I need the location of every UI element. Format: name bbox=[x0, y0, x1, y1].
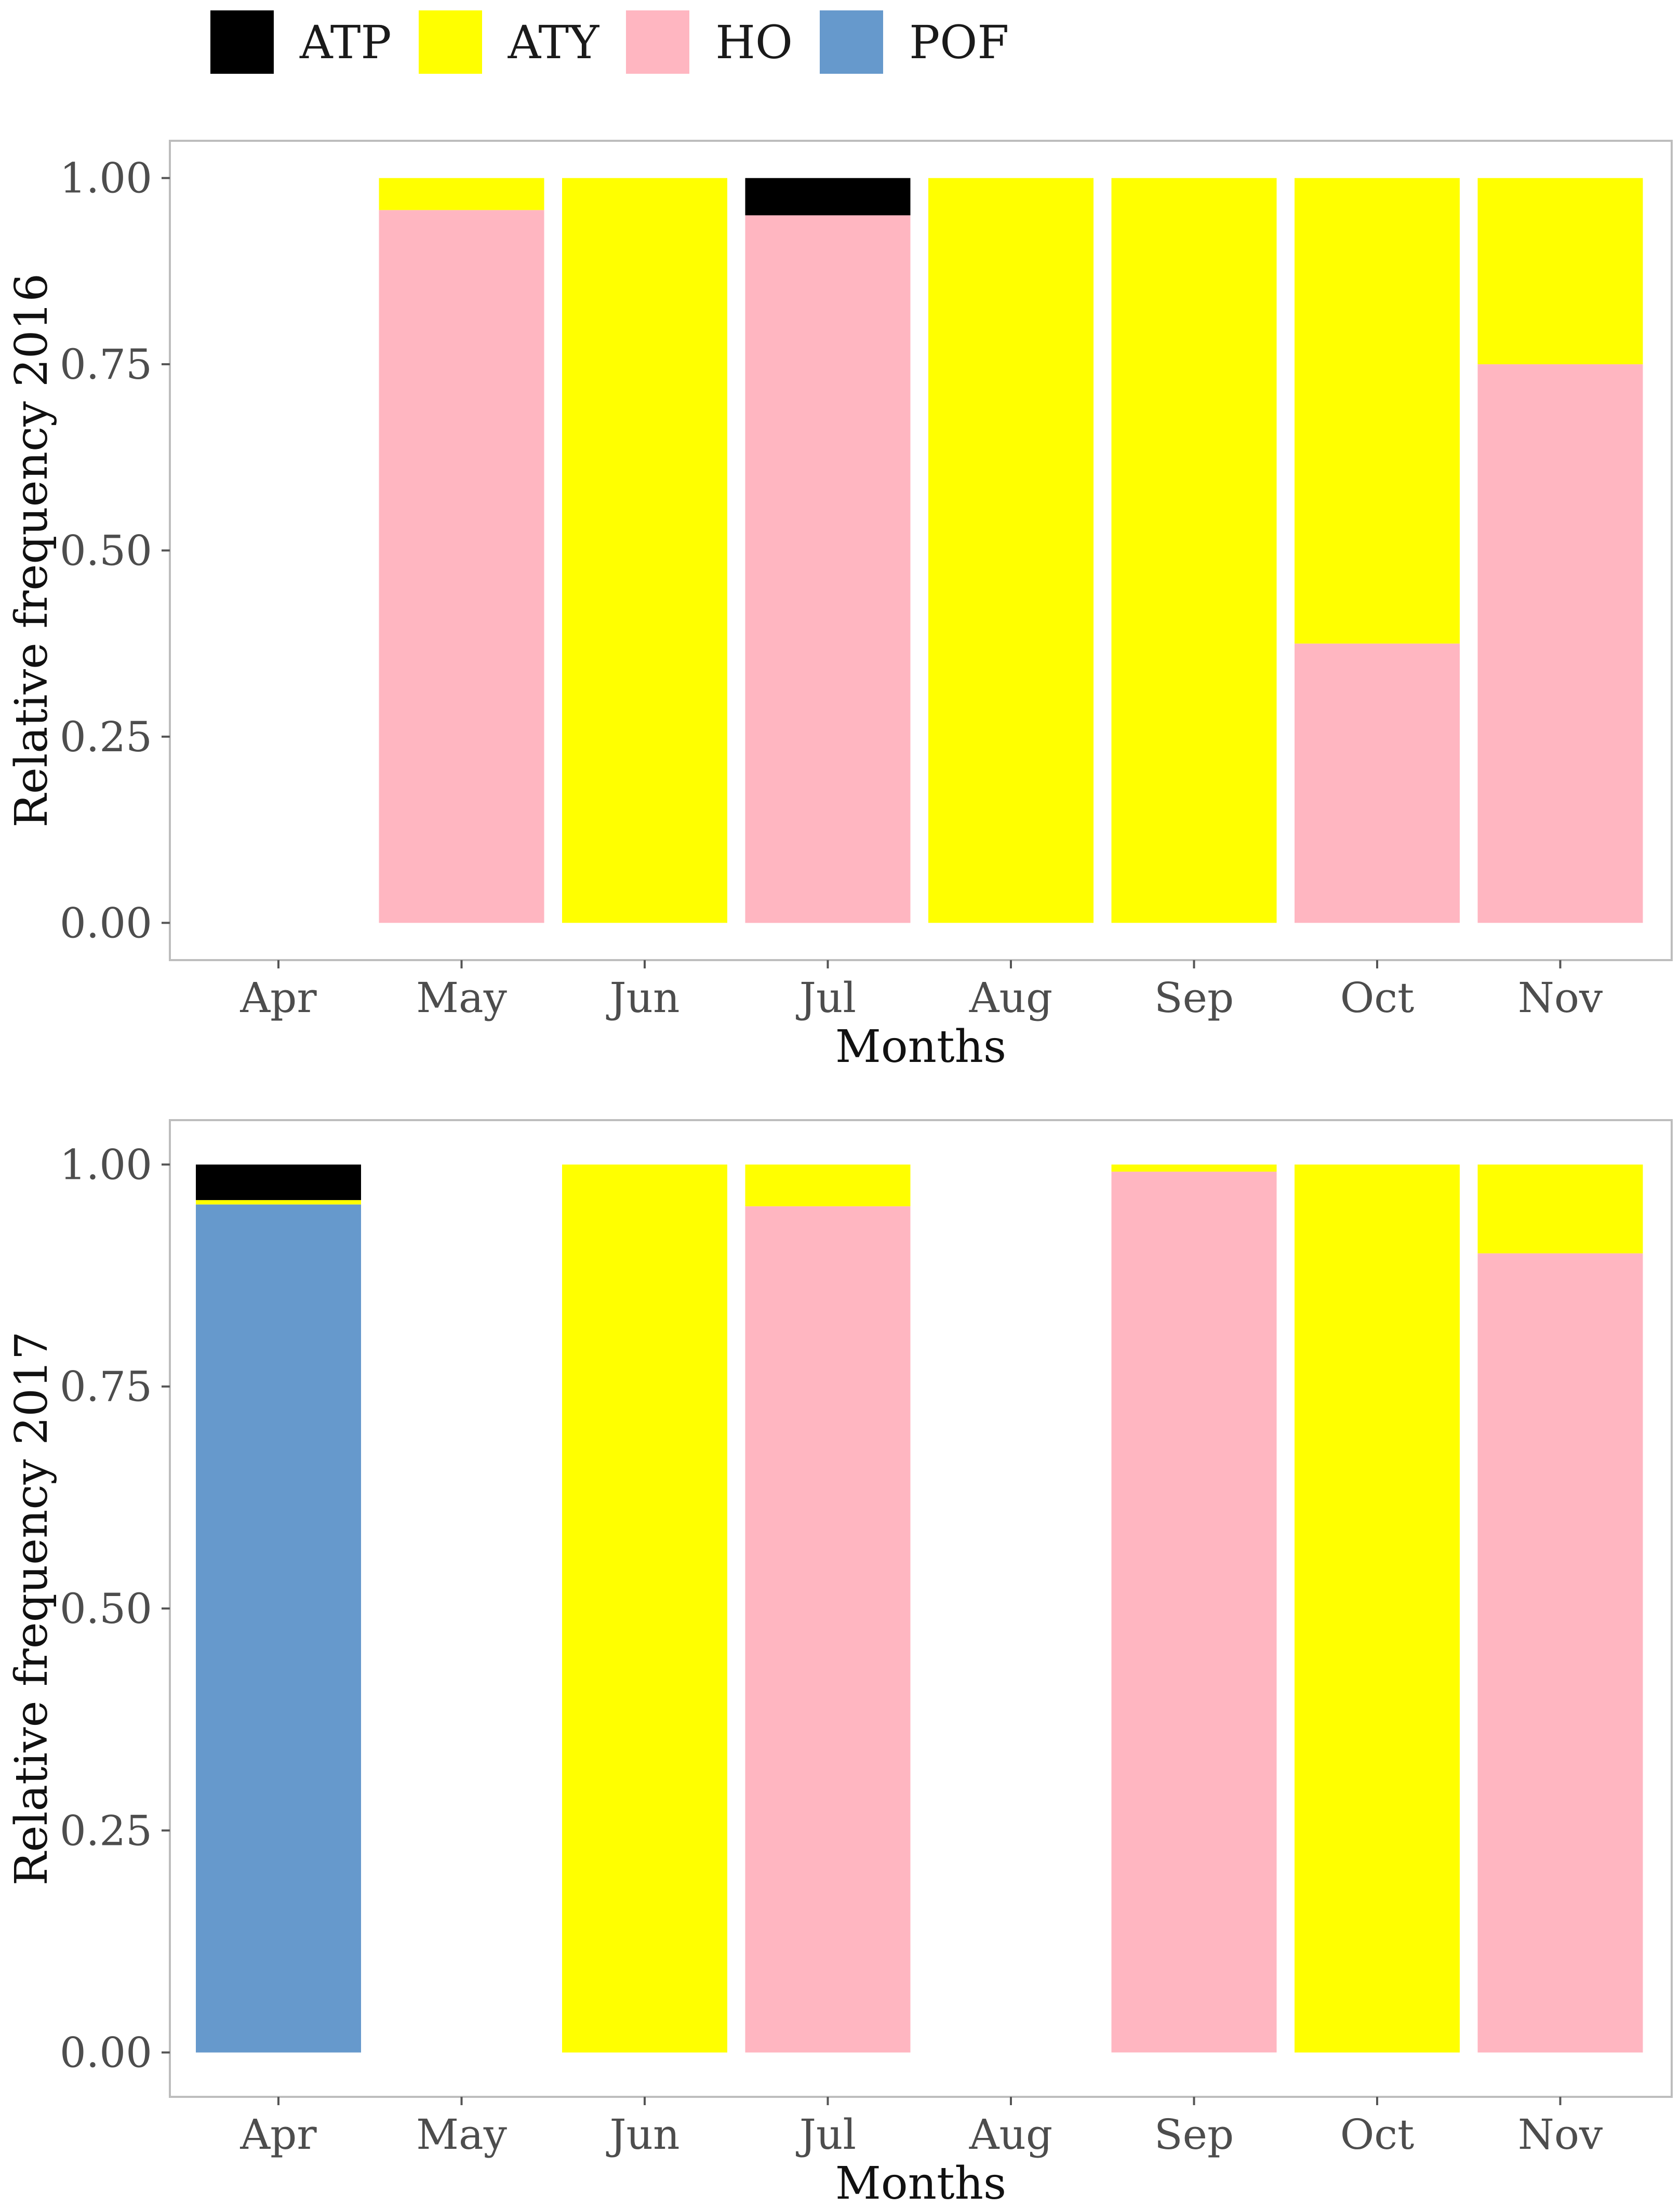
x-tick-label: Jun bbox=[606, 2110, 679, 2159]
y-axis-title: Relative frequency 2016 bbox=[6, 273, 58, 828]
y-tick-label: 0.00 bbox=[60, 2029, 152, 2077]
bar-aty-nov bbox=[1477, 1164, 1643, 1254]
y-tick-label: 0.00 bbox=[60, 899, 152, 947]
bar-aty-jun bbox=[562, 1164, 727, 2053]
bar-ho-sep bbox=[1111, 1172, 1277, 2053]
legend-item-atp: ATP bbox=[210, 10, 392, 74]
bar-ho-jul bbox=[745, 215, 911, 923]
bar-aty-jul bbox=[745, 1164, 911, 1206]
bar-aty-nov bbox=[1477, 178, 1643, 365]
bar-aty-may bbox=[379, 178, 544, 210]
y-tick-label: 0.75 bbox=[60, 1363, 152, 1411]
bar-ho-nov bbox=[1477, 1253, 1643, 2053]
y-tick-label: 0.50 bbox=[60, 527, 152, 575]
x-axis-title: Months bbox=[835, 2158, 1006, 2207]
legend-label: HO bbox=[715, 15, 793, 69]
x-tick-label: Aug bbox=[969, 2110, 1053, 2159]
x-tick-label: Oct bbox=[1340, 2110, 1415, 2159]
legend-swatch bbox=[626, 10, 690, 74]
x-tick-label: Jun bbox=[606, 974, 679, 1022]
x-tick-label: Nov bbox=[1518, 2110, 1603, 2159]
legend-item-pof: POF bbox=[820, 10, 1009, 74]
x-tick-label: Apr bbox=[239, 2110, 317, 2159]
x-tick-label: Nov bbox=[1518, 974, 1603, 1022]
bar-ho-oct bbox=[1295, 643, 1460, 923]
bar-ho-nov bbox=[1477, 364, 1643, 923]
x-tick-label: May bbox=[416, 974, 507, 1022]
legend-label: ATP bbox=[300, 15, 392, 69]
bar-aty-jun bbox=[562, 178, 727, 923]
bar-atp-apr bbox=[196, 1164, 361, 1200]
bar-pof-apr bbox=[196, 1204, 361, 2053]
legend-swatch bbox=[820, 10, 884, 74]
x-tick-label: May bbox=[416, 2110, 507, 2159]
legend-label: POF bbox=[909, 15, 1009, 69]
x-tick-label: Sep bbox=[1154, 974, 1234, 1022]
x-tick-label: Aug bbox=[969, 974, 1053, 1022]
bar-aty-sep bbox=[1111, 1164, 1277, 1172]
x-tick-label: Jul bbox=[796, 2110, 856, 2159]
x-axis-title: Months bbox=[835, 1021, 1006, 1073]
legend-swatch bbox=[418, 10, 482, 74]
bar-atp-jul bbox=[745, 178, 911, 216]
y-tick-label: 0.25 bbox=[60, 713, 152, 761]
bar-ho-jul bbox=[745, 1206, 911, 2053]
legend-item-aty: ATY bbox=[418, 10, 599, 74]
legend-swatch bbox=[210, 10, 274, 74]
y-tick-label: 0.75 bbox=[60, 340, 152, 389]
chart-panel-1: 0.00 0.25 0.50 0.75 1.00 Apr May Jun Jul Aug Sep Oc… bbox=[6, 140, 1673, 1073]
x-tick-label: Oct bbox=[1340, 974, 1415, 1022]
y-axis-title: Relative frequency 2017 bbox=[6, 1332, 58, 1886]
bar-aty-sep bbox=[1111, 178, 1277, 923]
legend-label: ATY bbox=[508, 15, 599, 69]
x-tick-label: Sep bbox=[1154, 2110, 1234, 2159]
chart-panel-2: 0.00 0.25 0.50 0.75 1.00 Apr May Jun Jul Aug Sep Oc… bbox=[6, 1119, 1673, 2207]
bar-aty-aug bbox=[928, 178, 1094, 923]
bar-aty-oct bbox=[1295, 178, 1460, 644]
y-tick-label: 0.50 bbox=[60, 1585, 152, 1633]
bar-ho-may bbox=[379, 210, 544, 923]
legend: ATP ATY HO POF bbox=[210, 8, 1036, 76]
y-tick-label: 1.00 bbox=[60, 154, 152, 203]
y-tick-label: 1.00 bbox=[60, 1140, 152, 1189]
y-tick-label: 0.25 bbox=[60, 1806, 152, 1855]
x-tick-label: Apr bbox=[239, 974, 317, 1022]
x-tick-label: Jul bbox=[796, 974, 856, 1022]
legend-item-ho: HO bbox=[626, 10, 793, 74]
bar-aty-apr bbox=[196, 1200, 361, 1205]
bar-aty-oct bbox=[1295, 1164, 1460, 2053]
